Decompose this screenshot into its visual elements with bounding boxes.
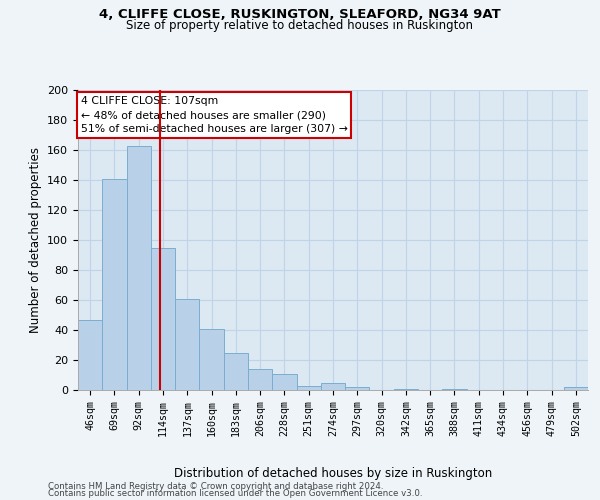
Text: 4, CLIFFE CLOSE, RUSKINGTON, SLEAFORD, NG34 9AT: 4, CLIFFE CLOSE, RUSKINGTON, SLEAFORD, N…: [99, 8, 501, 20]
Bar: [321, 382, 345, 390]
Bar: [127, 146, 151, 390]
Text: Distribution of detached houses by size in Ruskington: Distribution of detached houses by size …: [174, 467, 492, 480]
Text: Size of property relative to detached houses in Ruskington: Size of property relative to detached ho…: [127, 19, 473, 32]
Bar: [442, 388, 467, 390]
Bar: [224, 352, 248, 390]
Text: Contains public sector information licensed under the Open Government Licence v3: Contains public sector information licen…: [48, 489, 422, 498]
Bar: [175, 298, 199, 390]
Bar: [102, 178, 127, 390]
Bar: [345, 387, 370, 390]
Bar: [564, 387, 588, 390]
Bar: [151, 248, 175, 390]
Text: 4 CLIFFE CLOSE: 107sqm
← 48% of detached houses are smaller (290)
51% of semi-de: 4 CLIFFE CLOSE: 107sqm ← 48% of detached…: [80, 96, 347, 134]
Bar: [248, 369, 272, 390]
Y-axis label: Number of detached properties: Number of detached properties: [29, 147, 41, 333]
Bar: [272, 374, 296, 390]
Text: Contains HM Land Registry data © Crown copyright and database right 2024.: Contains HM Land Registry data © Crown c…: [48, 482, 383, 491]
Bar: [199, 328, 224, 390]
Bar: [78, 320, 102, 390]
Bar: [394, 388, 418, 390]
Bar: [296, 386, 321, 390]
